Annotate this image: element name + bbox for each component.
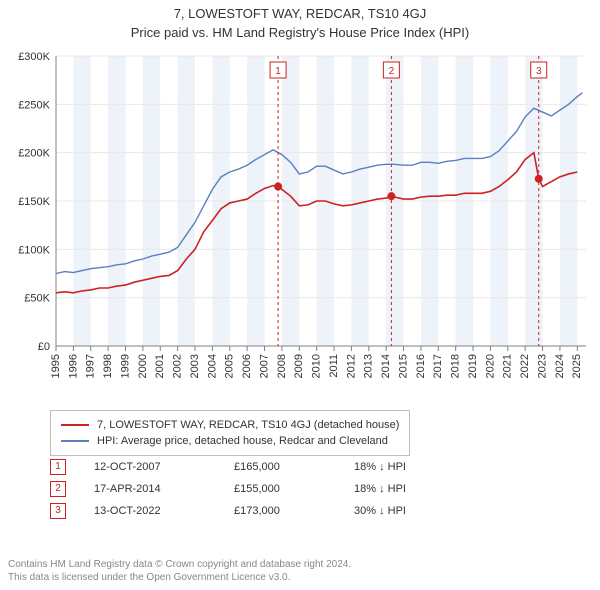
svg-text:£0: £0	[38, 341, 50, 353]
svg-text:1999: 1999	[119, 354, 131, 378]
event-badge: 3	[50, 503, 66, 519]
svg-text:2013: 2013	[363, 354, 375, 378]
svg-text:2020: 2020	[484, 354, 496, 378]
svg-text:2004: 2004	[206, 354, 218, 378]
footer-attribution: Contains HM Land Registry data © Crown c…	[8, 558, 351, 584]
legend-label-property: 7, LOWESTOFT WAY, REDCAR, TS10 4GJ (deta…	[97, 417, 399, 433]
event-badge: 1	[50, 459, 66, 475]
event-list: 1 12-OCT-2007 £165,000 18% ↓ HPI 2 17-AP…	[50, 456, 474, 522]
legend-item-property: 7, LOWESTOFT WAY, REDCAR, TS10 4GJ (deta…	[61, 417, 399, 433]
legend-label-hpi: HPI: Average price, detached house, Redc…	[97, 433, 388, 449]
svg-text:1996: 1996	[67, 354, 79, 378]
svg-text:2001: 2001	[154, 354, 166, 378]
svg-text:2003: 2003	[189, 354, 201, 378]
svg-text:2: 2	[389, 66, 395, 77]
title-line-1: 7, LOWESTOFT WAY, REDCAR, TS10 4GJ	[0, 6, 600, 21]
event-date: 13-OCT-2022	[94, 505, 234, 517]
svg-text:£300K: £300K	[18, 51, 50, 63]
legend-swatch-hpi	[61, 440, 89, 442]
svg-text:2007: 2007	[258, 354, 270, 378]
chart-container: £0 £50K £100K £150K £200K £250K £300K 1995 1996 1…	[8, 46, 592, 400]
event-delta: 30% ↓ HPI	[354, 505, 474, 517]
footer-line-1: Contains HM Land Registry data © Crown c…	[8, 558, 351, 571]
svg-text:1998: 1998	[102, 354, 114, 378]
svg-text:2018: 2018	[450, 354, 462, 378]
svg-text:2016: 2016	[415, 354, 427, 378]
svg-text:1995: 1995	[50, 354, 62, 378]
svg-text:2011: 2011	[328, 354, 340, 378]
event-row: 2 17-APR-2014 £155,000 18% ↓ HPI	[50, 478, 474, 500]
svg-text:2024: 2024	[554, 354, 566, 378]
svg-text:2014: 2014	[380, 354, 392, 378]
event-date: 12-OCT-2007	[94, 461, 234, 473]
svg-text:2021: 2021	[502, 354, 514, 378]
svg-text:£200K: £200K	[18, 148, 50, 160]
event-badge: 2	[50, 481, 66, 497]
svg-text:£150K: £150K	[18, 196, 50, 208]
legend-swatch-property	[61, 424, 89, 426]
price-chart: £0 £50K £100K £150K £200K £250K £300K 1995 1996 1…	[8, 46, 592, 400]
title-line-2: Price paid vs. HM Land Registry's House …	[0, 25, 600, 40]
svg-text:2010: 2010	[311, 354, 323, 378]
svg-text:3: 3	[536, 66, 542, 77]
svg-text:2006: 2006	[241, 354, 253, 378]
svg-text:£50K: £50K	[24, 293, 50, 305]
svg-text:1997: 1997	[85, 354, 97, 378]
event-price: £165,000	[234, 461, 354, 473]
event-row: 1 12-OCT-2007 £165,000 18% ↓ HPI	[50, 456, 474, 478]
svg-text:2025: 2025	[571, 354, 583, 378]
event-delta: 18% ↓ HPI	[354, 461, 474, 473]
svg-text:2002: 2002	[172, 354, 184, 378]
legend-item-hpi: HPI: Average price, detached house, Redc…	[61, 433, 399, 449]
event-date: 17-APR-2014	[94, 483, 234, 495]
svg-text:2017: 2017	[432, 354, 444, 378]
svg-text:2022: 2022	[519, 354, 531, 378]
svg-text:2012: 2012	[345, 354, 357, 378]
svg-text:1: 1	[275, 66, 281, 77]
svg-text:2015: 2015	[397, 354, 409, 378]
svg-text:2005: 2005	[224, 354, 236, 378]
svg-text:2023: 2023	[536, 354, 548, 378]
svg-text:2000: 2000	[137, 354, 149, 378]
event-price: £173,000	[234, 505, 354, 517]
event-row: 3 13-OCT-2022 £173,000 30% ↓ HPI	[50, 500, 474, 522]
svg-text:2009: 2009	[293, 354, 305, 378]
svg-text:2008: 2008	[276, 354, 288, 378]
chart-titles: 7, LOWESTOFT WAY, REDCAR, TS10 4GJ Price…	[0, 0, 600, 40]
event-price: £155,000	[234, 483, 354, 495]
svg-text:£250K: £250K	[18, 99, 50, 111]
footer-line-2: This data is licensed under the Open Gov…	[8, 571, 351, 584]
svg-text:£100K: £100K	[18, 244, 50, 256]
svg-text:2019: 2019	[467, 354, 479, 378]
legend: 7, LOWESTOFT WAY, REDCAR, TS10 4GJ (deta…	[50, 410, 410, 456]
event-delta: 18% ↓ HPI	[354, 483, 474, 495]
